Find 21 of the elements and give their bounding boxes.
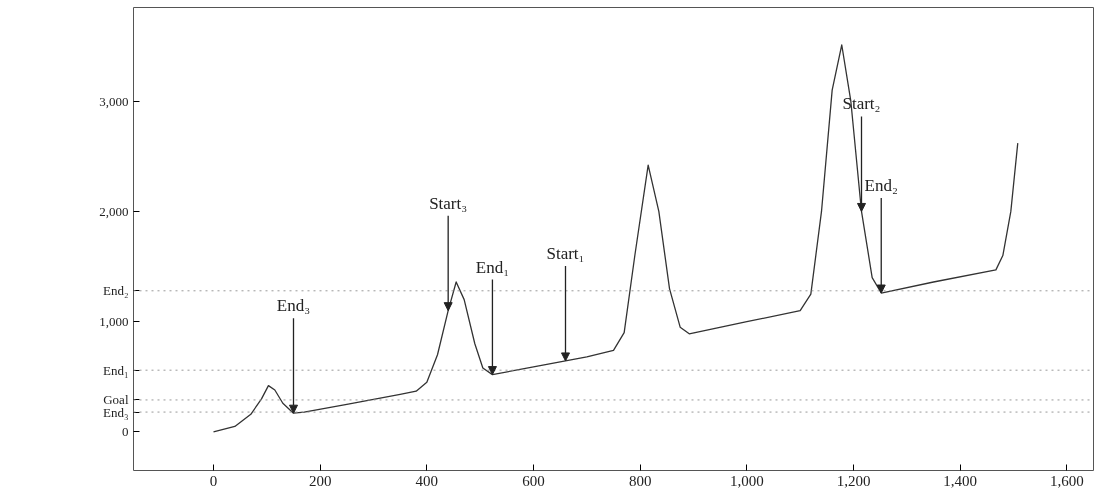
x-tick-label: 1,400 [943,472,978,489]
y-tick-label: 3,000 [99,93,129,109]
x-tick-label: 1,600 [1049,472,1084,489]
x-tick-label: 1,200 [836,472,871,489]
annotation: Start₃ [429,193,468,213]
y-tick-label: 0 [122,424,129,440]
annotation: End₁ [475,257,510,277]
x-tick-label: 400 [415,472,439,489]
x-tick-label: 200 [308,472,332,489]
y-tick-label: 1,000 [99,314,129,330]
ref-line-label: End₂ [103,283,129,299]
x-tick-label: 1,000 [729,472,764,489]
annotation: Start₁ [546,243,585,263]
x-tick-label: 600 [522,472,545,489]
line-series [212,44,1019,433]
ref-line-label: End₁ [103,362,129,378]
annotation: End₃ [276,296,311,316]
y-tick-label: 2,000 [99,203,129,219]
annotation: End₂ [864,176,898,196]
x-tick-label: 800 [628,472,652,489]
x-tick-label: 0 [209,472,218,489]
